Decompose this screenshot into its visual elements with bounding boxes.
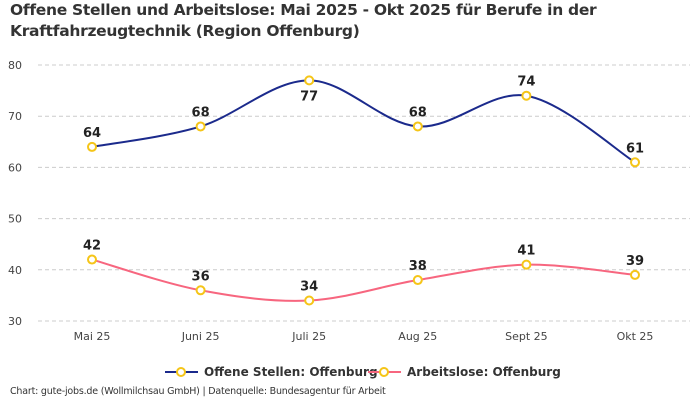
legend-marker bbox=[176, 367, 186, 377]
data-point[interactable] bbox=[304, 295, 315, 306]
x-tick-label: Aug 25 bbox=[398, 330, 437, 343]
data-label: 77 bbox=[300, 89, 318, 104]
x-tick-label: Mai 25 bbox=[74, 330, 111, 343]
data-label: 38 bbox=[409, 259, 427, 274]
chart-source: Chart: gute-jobs.de (Wollmilchsau GmbH) … bbox=[10, 386, 386, 397]
data-point[interactable] bbox=[521, 259, 532, 270]
data-point[interactable] bbox=[412, 275, 423, 286]
y-tick-label: 60 bbox=[8, 161, 22, 174]
data-point[interactable] bbox=[195, 285, 206, 296]
data-label: 36 bbox=[192, 269, 210, 284]
x-tick-label: Juni 25 bbox=[181, 330, 220, 343]
legend-label[interactable]: Offene Stellen: Offenburg bbox=[204, 365, 378, 379]
x-tick-label: Okt 25 bbox=[617, 330, 654, 343]
data-label: 39 bbox=[626, 254, 644, 269]
data-label: 61 bbox=[626, 141, 644, 156]
data-point[interactable] bbox=[195, 121, 206, 132]
data-point[interactable] bbox=[630, 269, 640, 280]
x-tick-label: Juli 25 bbox=[291, 330, 326, 343]
data-point[interactable] bbox=[87, 141, 97, 152]
data-label: 64 bbox=[83, 126, 101, 141]
data-point[interactable] bbox=[304, 75, 315, 86]
data-point[interactable] bbox=[521, 90, 532, 101]
chart-title: Offene Stellen und Arbeitslose: Mai 2025… bbox=[10, 1, 597, 40]
legend-label[interactable]: Arbeitslose: Offenburg bbox=[407, 365, 561, 379]
data-point[interactable] bbox=[630, 157, 640, 168]
data-point[interactable] bbox=[87, 254, 97, 265]
y-tick-label: 30 bbox=[8, 315, 22, 328]
data-label: 34 bbox=[300, 280, 318, 295]
x-tick-label: Sept 25 bbox=[505, 330, 548, 343]
y-tick-label: 80 bbox=[8, 59, 22, 72]
y-tick-label: 50 bbox=[8, 213, 22, 226]
data-label: 68 bbox=[409, 105, 427, 120]
y-tick-label: 40 bbox=[8, 264, 22, 277]
data-point[interactable] bbox=[412, 121, 423, 132]
legend-marker bbox=[379, 367, 389, 377]
series-line bbox=[91, 258, 636, 302]
data-label: 41 bbox=[517, 244, 535, 259]
y-tick-label: 70 bbox=[8, 110, 22, 123]
data-label: 68 bbox=[192, 105, 210, 120]
data-label: 74 bbox=[517, 75, 535, 90]
series-line bbox=[91, 79, 636, 164]
data-label: 42 bbox=[83, 239, 101, 254]
